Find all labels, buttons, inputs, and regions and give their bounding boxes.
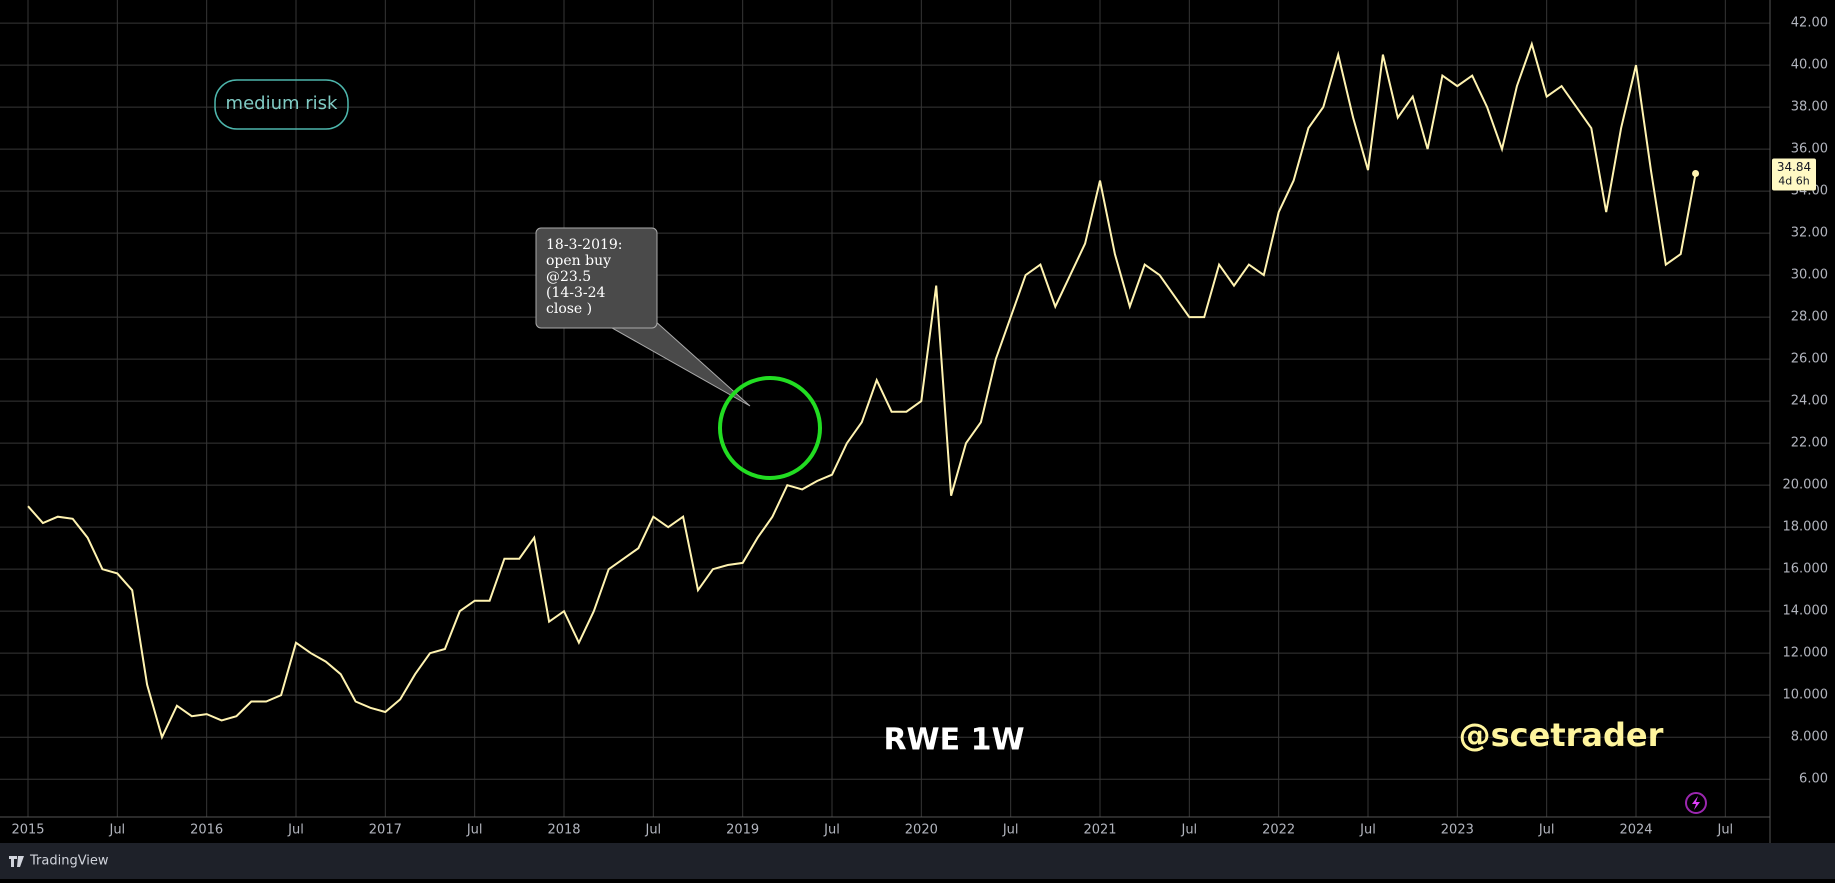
y-tick-label: 8.000 xyxy=(1791,730,1828,745)
last-point xyxy=(1692,169,1700,177)
grid xyxy=(0,0,1770,817)
x-tick-label: 2018 xyxy=(547,823,580,838)
y-tick-label: 12.000 xyxy=(1783,646,1829,661)
x-tick-label: 2024 xyxy=(1619,823,1652,838)
y-tick-label: 30.00 xyxy=(1791,268,1828,283)
y-tick-label: 14.000 xyxy=(1783,604,1829,619)
y-tick-label: 40.00 xyxy=(1791,58,1828,73)
x-tick-label: Jul xyxy=(1002,823,1019,838)
countdown: 4d 6h xyxy=(1778,174,1809,187)
x-tick-label: 2017 xyxy=(369,823,402,838)
y-tick-label: 10.000 xyxy=(1783,688,1829,703)
plot xyxy=(27,40,1700,741)
x-tick-label: Jul xyxy=(466,823,483,838)
background xyxy=(0,0,1835,843)
y-tick-label: 26.00 xyxy=(1791,352,1828,367)
y-tick-label: 18.000 xyxy=(1783,520,1829,535)
brand-logo xyxy=(9,856,24,867)
y-tick-label: 42.00 xyxy=(1791,16,1828,31)
x-tick-label: Jul xyxy=(644,823,661,838)
price-line xyxy=(27,40,1697,741)
x-tick-label: Jul xyxy=(108,823,125,838)
x-tick-label: 2023 xyxy=(1441,823,1474,838)
x-tick-label: 2015 xyxy=(11,823,44,838)
y-tick-label: 32.00 xyxy=(1791,226,1828,241)
brand: TradingView xyxy=(29,854,109,869)
badge-box xyxy=(214,79,349,130)
callout-line: @23.5 xyxy=(546,269,591,285)
icon-bolt xyxy=(1692,796,1700,810)
x-tick-label: 2022 xyxy=(1262,823,1295,838)
x-tick-label: Jul xyxy=(1359,823,1376,838)
x-tick-label: Jul xyxy=(287,823,304,838)
y-tick-label: 38.00 xyxy=(1791,100,1828,115)
price-tag xyxy=(1772,158,1816,191)
x-tick-label: 2020 xyxy=(905,823,938,838)
y-tick-label: 16.000 xyxy=(1783,562,1829,577)
x-tick-label: 2019 xyxy=(726,823,759,838)
callout-box xyxy=(535,227,658,329)
callout-line: close ) xyxy=(546,301,592,317)
y-tick-label: 28.00 xyxy=(1791,310,1828,325)
x-tick-label: Jul xyxy=(823,823,840,838)
y-tick-label: 24.00 xyxy=(1791,394,1828,409)
watermark: @scetrader xyxy=(1459,716,1664,754)
callout-line: open buy xyxy=(546,253,611,269)
x-tick-label: Jul xyxy=(1538,823,1555,838)
y-tick-label: 36.00 xyxy=(1791,142,1828,157)
callout-line: 18-3-2019: xyxy=(546,237,623,253)
chart-title: RWE 1W xyxy=(883,723,1024,758)
x-tick-label: Jul xyxy=(1180,823,1197,838)
highlight-circle xyxy=(718,376,822,480)
y-tick-label: 6.00 xyxy=(1799,772,1828,787)
badge: medium risk xyxy=(226,93,338,114)
y-tick-label: 22.00 xyxy=(1791,436,1828,451)
y-tick-label: 20.000 xyxy=(1783,478,1829,493)
callout-line: (14-3-24 xyxy=(546,285,606,301)
x-tick-label: 2016 xyxy=(190,823,223,838)
icon xyxy=(1685,792,1707,814)
x-tick-label: Jul xyxy=(1716,823,1733,838)
footer xyxy=(0,843,1835,879)
x-tick-label: 2021 xyxy=(1083,823,1116,838)
price-tag-label: 34.84 xyxy=(1777,160,1811,174)
